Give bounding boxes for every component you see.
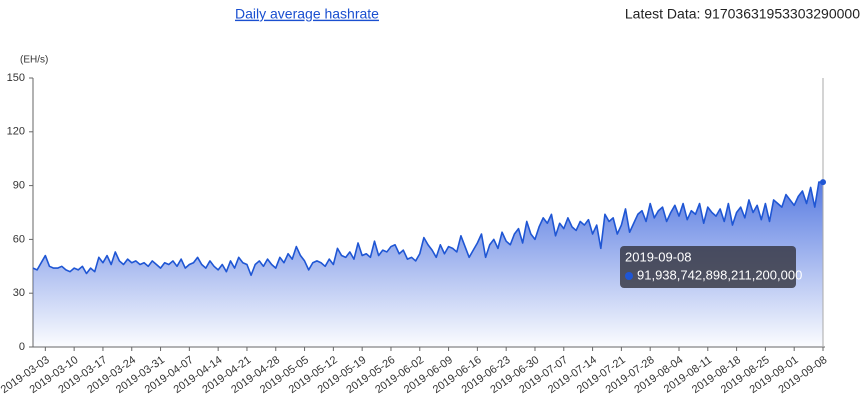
tooltip-box: [620, 246, 796, 288]
y-tick-label: 90: [13, 180, 25, 192]
y-axis-label: (EH/s): [20, 55, 48, 66]
y-tick-label: 120: [7, 126, 25, 138]
tooltip-dot: [625, 272, 633, 280]
y-tick-label: 30: [13, 287, 25, 299]
y-tick-label: 150: [7, 72, 25, 84]
tooltip-date: 2019-09-08: [625, 249, 692, 264]
y-tick-label: 60: [13, 233, 25, 245]
line: [32, 181, 824, 277]
tooltip: 2019-09-08 91,938,742,898,211,200,000: [620, 246, 802, 288]
chart-title[interactable]: Daily average hashrate: [235, 6, 379, 22]
area: [33, 182, 823, 347]
hover-point: [820, 179, 826, 186]
latest-data: Latest Data: 91703631953303290000: [625, 6, 860, 22]
y-tick-label: 0: [19, 341, 25, 353]
tooltip-value: 91,938,742,898,211,200,000: [637, 267, 802, 282]
